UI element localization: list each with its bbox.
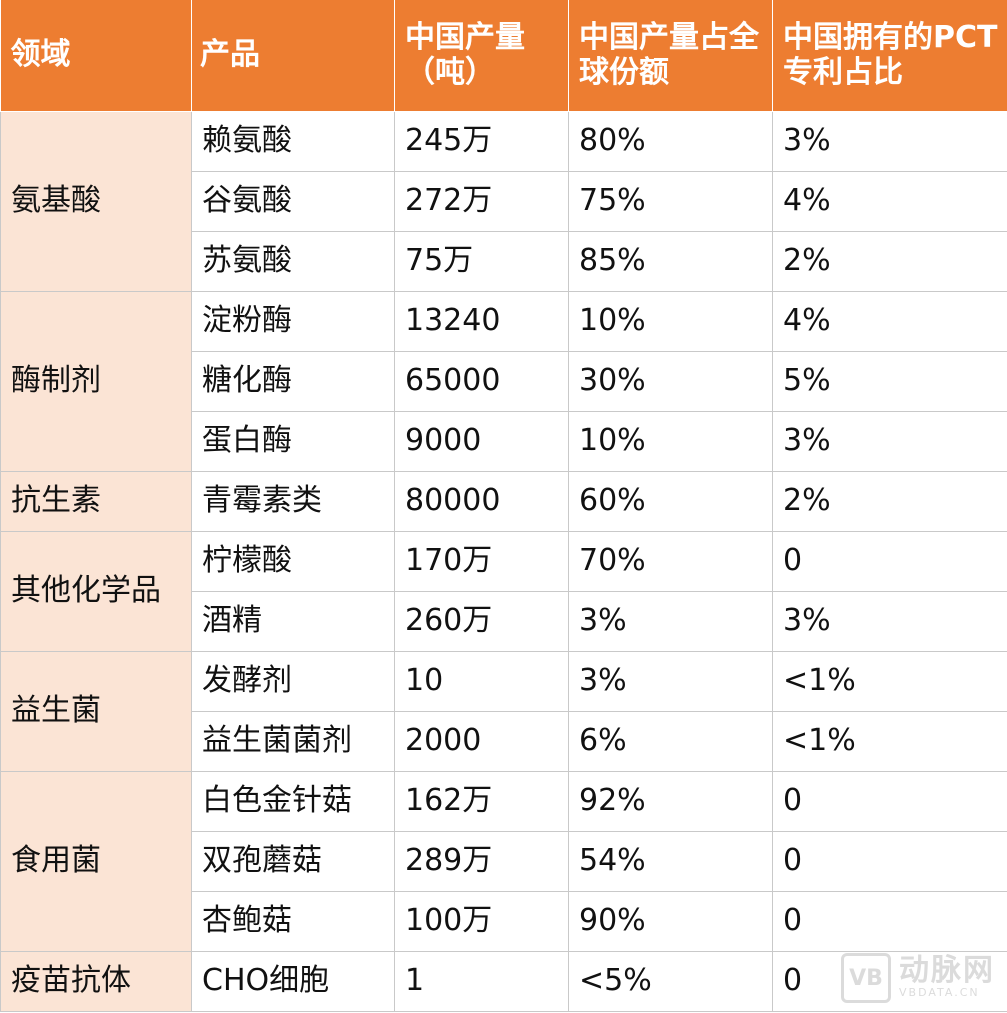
vb-logo-icon: VB: [841, 953, 891, 1003]
pct-share-cell: 2%: [772, 471, 1007, 532]
product-cell: 糖化酶: [191, 351, 395, 412]
header-domain: 领域: [0, 0, 192, 112]
production-cell: 162万: [394, 771, 569, 832]
pct-share-cell: 4%: [772, 171, 1007, 232]
production-cell: 80000: [394, 471, 569, 532]
pct-share-cell: 0: [772, 891, 1007, 952]
domain-cell: 抗生素: [0, 471, 192, 532]
pct-share-cell: 2%: [772, 231, 1007, 292]
table-row: 酶制剂 淀粉酶 13240 10% 4%: [0, 291, 1007, 472]
header-product: 产品: [191, 0, 395, 112]
domain-cell: 其他化学品: [0, 531, 192, 652]
production-cell: 260万: [394, 591, 569, 652]
header-row: 领域 产品 中国产量（吨） 中国产量占全球份额 中国拥有的PCT专利占比: [0, 0, 1007, 112]
table-row: 苏氨酸 75万 85% 2%: [1, 231, 1007, 292]
product-cell: 益生菌菌剂: [191, 711, 395, 772]
domain-cell: 食用菌: [0, 771, 192, 952]
pct-share-cell: 3%: [772, 111, 1007, 172]
product-cell: 酒精: [191, 591, 395, 652]
header-pct-share: 中国拥有的PCT专利占比: [772, 0, 1007, 112]
global-share-cell: 85%: [568, 231, 773, 292]
global-share-cell: 6%: [568, 711, 773, 772]
global-share-cell: 92%: [568, 771, 773, 832]
table-row: 糖化酶 65000 30% 5%: [1, 351, 1007, 412]
table-body: 氨基酸 赖氨酸 245万 80% 3% 谷氨酸 272万 75% 4% 苏氨酸 75万 85% 2% 酶制…: [0, 111, 1007, 1012]
watermark: VB 动脉网 VBDATA.CN: [841, 953, 995, 1003]
global-share-cell: 30%: [568, 351, 773, 412]
header-global-share: 中国产量占全球份额: [568, 0, 773, 112]
domain-cell: 疫苗抗体: [0, 951, 192, 1012]
pct-share-cell: <1%: [772, 651, 1007, 712]
production-cell: 9000: [394, 411, 569, 472]
production-cell: 272万: [394, 171, 569, 232]
domain-cell: 氨基酸: [0, 111, 192, 292]
global-share-cell: 3%: [568, 651, 773, 712]
global-share-cell: 70%: [568, 531, 773, 592]
product-cell: 杏鲍菇: [191, 891, 395, 952]
pct-share-cell: 0: [772, 531, 1007, 592]
product-cell: 柠檬酸: [191, 531, 395, 592]
product-cell: 发酵剂: [191, 651, 395, 712]
global-share-cell: 75%: [568, 171, 773, 232]
pct-share-cell: 4%: [772, 291, 1007, 352]
global-share-cell: 54%: [568, 831, 773, 892]
production-cell: 2000: [394, 711, 569, 772]
table-row: 谷氨酸 272万 75% 4%: [1, 171, 1007, 232]
pct-share-cell: 3%: [772, 591, 1007, 652]
production-cell: 1: [394, 951, 569, 1012]
table-row: 益生菌菌剂 2000 6% <1%: [1, 711, 1007, 772]
product-cell: 双孢蘑菇: [191, 831, 395, 892]
production-cell: 100万: [394, 891, 569, 952]
global-share-cell: 80%: [568, 111, 773, 172]
production-cell: 75万: [394, 231, 569, 292]
table-row: 双孢蘑菇 289万 54% 0: [1, 831, 1007, 892]
global-share-cell: 10%: [568, 291, 773, 352]
product-cell: 蛋白酶: [191, 411, 395, 472]
product-cell: 淀粉酶: [191, 291, 395, 352]
production-cell: 289万: [394, 831, 569, 892]
production-cell: 13240: [394, 291, 569, 352]
watermark-en: VBDATA.CN: [899, 986, 980, 1000]
table-row: 酒精 260万 3% 3%: [1, 591, 1007, 652]
pct-share-cell: 0: [772, 831, 1007, 892]
production-cell: 170万: [394, 531, 569, 592]
production-cell: 65000: [394, 351, 569, 412]
pct-share-cell: 5%: [772, 351, 1007, 412]
global-share-cell: 10%: [568, 411, 773, 472]
header-production: 中国产量（吨）: [394, 0, 569, 112]
watermark-cn: 动脉网: [899, 953, 995, 989]
table-row: 杏鲍菇 100万 90% 0: [1, 891, 1007, 952]
product-cell: 青霉素类: [191, 471, 395, 532]
global-share-cell: <5%: [568, 951, 773, 1012]
table-row: 其他化学品 柠檬酸 170万 70% 0: [0, 531, 1007, 652]
product-cell: CHO细胞: [191, 951, 395, 1012]
table-row: 抗生素 青霉素类 80000 60% 2%: [0, 471, 1007, 532]
production-cell: 245万: [394, 111, 569, 172]
global-share-cell: 3%: [568, 591, 773, 652]
global-share-cell: 60%: [568, 471, 773, 532]
global-share-cell: 90%: [568, 891, 773, 952]
product-cell: 赖氨酸: [191, 111, 395, 172]
product-cell: 苏氨酸: [191, 231, 395, 292]
product-cell: 白色金针菇: [191, 771, 395, 832]
pct-share-cell: <1%: [772, 711, 1007, 772]
table-row: 食用菌 白色金针菇 162万 92% 0: [0, 771, 1007, 952]
pct-share-cell: 0: [772, 771, 1007, 832]
domain-cell: 酶制剂: [0, 291, 192, 472]
production-cell: 10: [394, 651, 569, 712]
table-row: 氨基酸 赖氨酸 245万 80% 3%: [0, 111, 1007, 292]
table-row: 益生菌 发酵剂 10 3% <1%: [0, 651, 1007, 772]
product-cell: 谷氨酸: [191, 171, 395, 232]
domain-cell: 益生菌: [0, 651, 192, 772]
pct-share-cell: 3%: [772, 411, 1007, 472]
